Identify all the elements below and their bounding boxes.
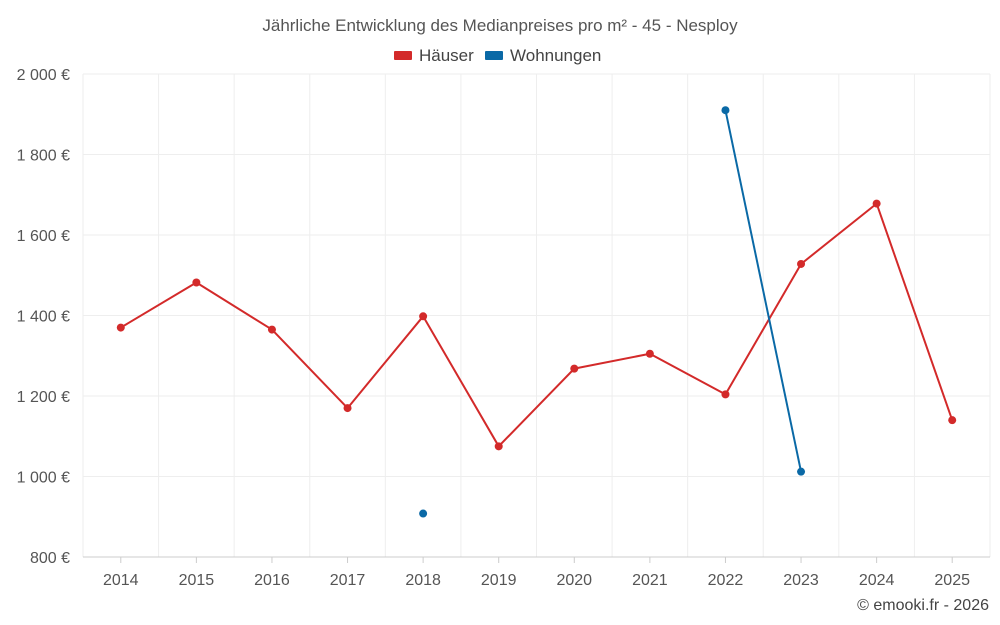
y-tick-label: 1 600 €: [17, 228, 70, 245]
data-point-wohnungen[interactable]: [419, 509, 428, 518]
series-line-haeuser: [120, 202, 954, 448]
data-point-wohnungen[interactable]: [721, 106, 730, 115]
data-point-haeuser[interactable]: [872, 199, 881, 208]
chart-title: Jährliche Entwicklung des Medianpreises …: [262, 16, 738, 35]
series-layer: [116, 106, 957, 518]
data-point-haeuser[interactable]: [419, 312, 428, 321]
y-tick-label: 2 000 €: [17, 67, 70, 84]
x-axis: 2014 2015 2016 2017 2018 2019 2020 2021 2022 2023…: [83, 556, 990, 589]
credit-text: © emooki.fr - 2026: [857, 597, 989, 614]
y-tick-label: 1 000 €: [17, 470, 70, 487]
x-tick-label: 2014: [103, 572, 139, 589]
y-tick-label: 800 €: [30, 550, 70, 567]
legend-label-wohnungen[interactable]: Wohnungen: [510, 46, 601, 65]
data-point-haeuser[interactable]: [494, 442, 503, 451]
legend-swatch-haeuser: [394, 51, 412, 60]
data-point-haeuser[interactable]: [797, 259, 806, 268]
x-tick-label: 2019: [481, 572, 517, 589]
legend: Häuser Wohnungen: [394, 46, 601, 65]
x-tick-label: 2022: [708, 572, 744, 589]
y-tick-label: 1 800 €: [17, 148, 70, 165]
x-tick-label: 2021: [632, 572, 668, 589]
data-point-haeuser[interactable]: [948, 416, 957, 425]
series-line-wohnungen: [724, 110, 803, 472]
data-point-haeuser[interactable]: [645, 349, 654, 358]
legend-label-haeuser[interactable]: Häuser: [419, 46, 474, 65]
legend-swatch-wohnungen: [485, 51, 503, 60]
x-tick-label: 2016: [254, 572, 290, 589]
data-point-haeuser[interactable]: [721, 390, 730, 399]
x-tick-label: 2015: [179, 572, 215, 589]
data-point-haeuser[interactable]: [116, 323, 125, 332]
x-tick-label: 2024: [859, 572, 895, 589]
y-axis: 800 € 1 000 € 1 200 € 1 400 € 1 600 € 1 800 €…: [17, 67, 70, 567]
x-tick-label: 2023: [783, 572, 819, 589]
data-point-haeuser[interactable]: [192, 278, 201, 287]
grid: [82, 73, 991, 557]
y-tick-label: 1 200 €: [17, 389, 70, 406]
data-point-haeuser[interactable]: [267, 325, 276, 334]
data-point-wohnungen[interactable]: [797, 467, 806, 476]
x-tick-label: 2018: [405, 572, 441, 589]
x-tick-label: 2020: [556, 572, 592, 589]
data-point-haeuser[interactable]: [570, 364, 579, 373]
data-point-haeuser[interactable]: [343, 404, 352, 413]
y-tick-label: 1 400 €: [17, 309, 70, 326]
x-tick-label: 2017: [330, 572, 366, 589]
x-tick-label: 2025: [934, 572, 970, 589]
